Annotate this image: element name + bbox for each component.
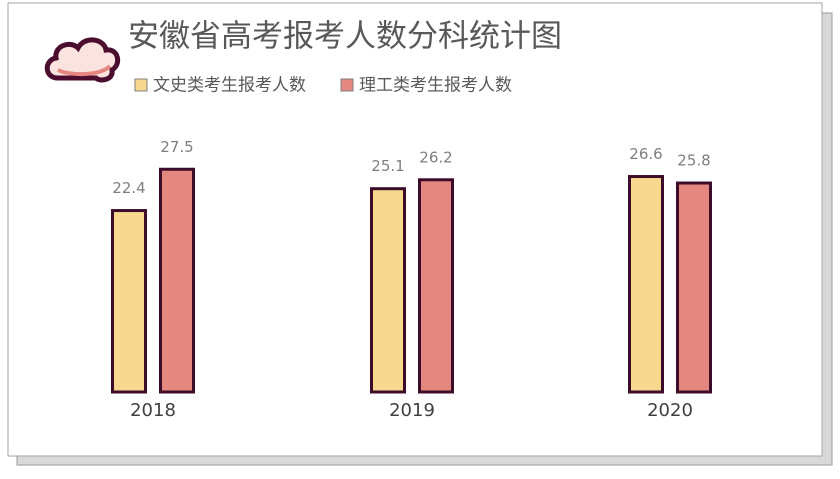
bar: [676, 181, 712, 394]
bar: [418, 178, 454, 394]
legend-swatch: [134, 78, 148, 92]
value-label: 25.8: [677, 152, 710, 170]
value-label: 27.5: [160, 138, 193, 156]
x-tick-label: 2019: [389, 400, 435, 421]
x-tick-label: 2020: [647, 400, 693, 421]
legend-label: 理工类考生报考人数: [359, 76, 512, 96]
legend-label: 文史类考生报考人数: [153, 76, 306, 96]
value-label: 26.6: [629, 145, 662, 163]
value-label: 25.1: [371, 157, 404, 175]
bar: [111, 209, 147, 394]
chart-title: 安徽省高考报考人数分科统计图: [128, 19, 562, 55]
value-label: 26.2: [419, 148, 452, 166]
cloud-icon: [44, 37, 121, 83]
bar: [159, 167, 195, 394]
x-tick-label: 2018: [130, 400, 176, 421]
bar: [370, 187, 406, 394]
value-label: 22.4: [112, 179, 145, 197]
bar: [628, 175, 664, 394]
legend-swatch: [340, 78, 354, 92]
